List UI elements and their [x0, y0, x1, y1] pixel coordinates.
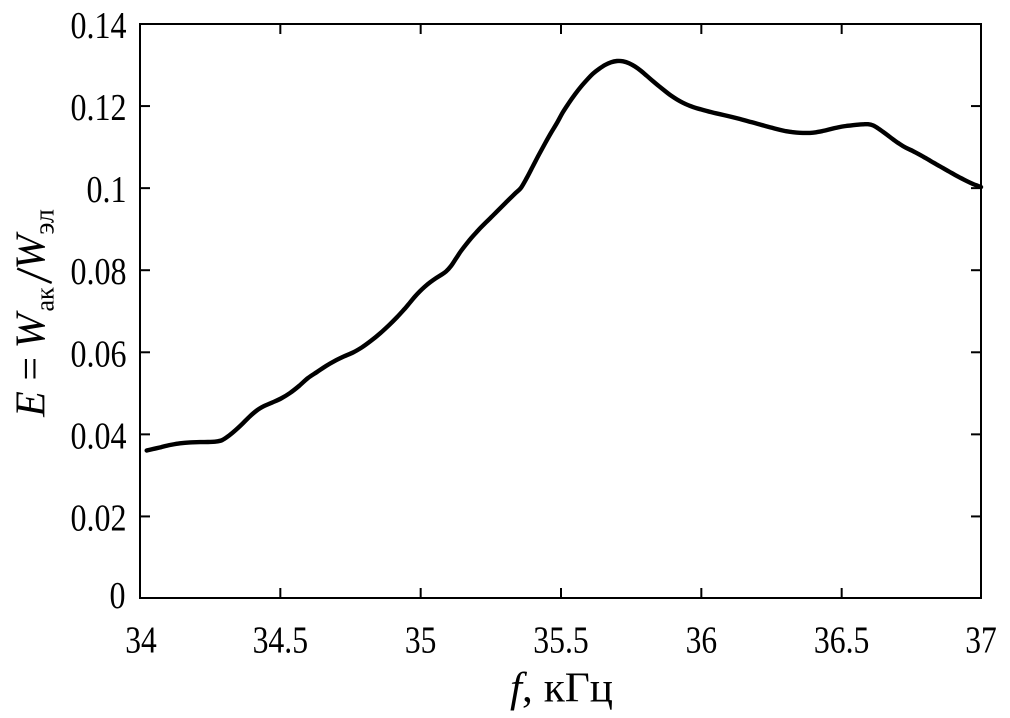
svg-text:37: 37 [965, 619, 997, 661]
svg-text:f, кГц: f, кГц [510, 665, 613, 711]
svg-text:35.5: 35.5 [533, 619, 589, 661]
svg-text:0.14: 0.14 [71, 5, 127, 47]
svg-text:36: 36 [686, 619, 718, 661]
svg-text:35: 35 [405, 619, 437, 661]
svg-text:34: 34 [125, 619, 157, 661]
svg-text:0.06: 0.06 [71, 333, 127, 375]
svg-text:0.12: 0.12 [71, 87, 127, 129]
svg-text:E = Wак/Wэл: E = Wак/Wэл [9, 209, 61, 418]
svg-text:36.5: 36.5 [814, 619, 870, 661]
svg-text:0.1: 0.1 [87, 169, 127, 211]
svg-text:34.5: 34.5 [253, 619, 309, 661]
svg-text:0.08: 0.08 [71, 251, 127, 293]
svg-text:0: 0 [110, 575, 126, 617]
svg-text:0.04: 0.04 [71, 415, 127, 457]
svg-text:0.02: 0.02 [71, 497, 127, 539]
